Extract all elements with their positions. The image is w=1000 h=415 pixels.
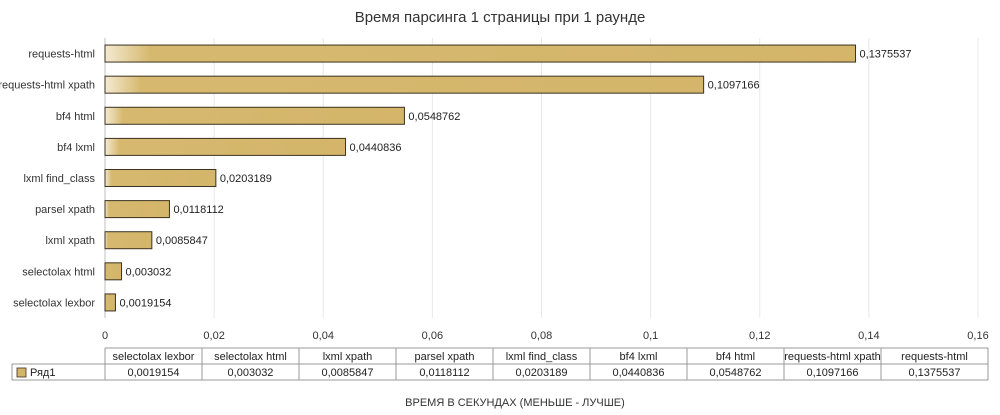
bar (104, 231, 153, 250)
table-header-cell: bf4 lxml (620, 351, 658, 363)
table-header-cell: selectolax lexbor (113, 351, 195, 363)
x-tick-label: 0,14 (858, 330, 879, 342)
bars (104, 44, 857, 312)
table-header-cell: lxml xpath (323, 351, 373, 363)
legend-label: Ряд1 (30, 367, 55, 379)
category-label: lxml xpath (45, 235, 95, 247)
data-label: 0,0203189 (220, 173, 272, 185)
table-value-cell: 0,0118112 (419, 367, 469, 379)
table-header-cell: requests-html xpath (784, 351, 881, 363)
table-header-cell: selectolax html (214, 351, 287, 363)
table-value-cell: 0,003032 (228, 367, 274, 379)
x-tick-label: 0 (102, 330, 108, 342)
category-label: selectolax html (22, 266, 95, 278)
table-value-cell: 0,1375537 (909, 367, 961, 379)
x-tick-label: 0,02 (203, 330, 224, 342)
category-labels: selectolax lexbor selectolax html lxml xpa… (0, 49, 95, 310)
category-label: selectolax lexbor (13, 297, 95, 309)
data-label: 0,0548762 (408, 111, 460, 123)
table-value-cell: 0,0203189 (516, 367, 568, 379)
bar (104, 44, 857, 63)
legend-swatch (16, 367, 27, 378)
bar (104, 75, 705, 94)
table-value-cell: 0,1097166 (807, 367, 859, 379)
category-label: parsel xpath (35, 204, 95, 216)
table-header-cell: lxml find_class (506, 351, 578, 363)
x-tick-label: 0,1 (643, 330, 658, 342)
data-label: 0,1375537 (860, 49, 912, 61)
data-label: 0,0118112 (173, 204, 223, 216)
table-header-cell: parsel xpath (415, 351, 475, 363)
bar (104, 137, 347, 156)
bar (104, 169, 217, 187)
data-label: 0,0085847 (156, 235, 208, 247)
x-tick-label: 0,12 (749, 330, 770, 342)
bar (104, 106, 405, 125)
data-label: 0,1097166 (708, 80, 760, 92)
category-label: bf4 lxml (57, 142, 95, 154)
category-label: lxml find_class (23, 173, 95, 185)
x-tick-label: 0,06 (422, 330, 443, 342)
x-axis-ticks: 0 0,02 0,04 0,06 0,08 0,1 0,12 0,14 0,16 (102, 330, 989, 342)
x-tick-label: 0,08 (531, 330, 552, 342)
data-table: selectolax lexbor 0,0019154 selectolax htm… (11, 347, 989, 381)
x-tick-label: 0,16 (967, 330, 988, 342)
category-label: requests-html xpath (0, 80, 95, 92)
category-label: bf4 html (56, 111, 95, 123)
data-label: 0,003032 (126, 266, 172, 278)
table-value-cell: 0,0085847 (322, 367, 374, 379)
table-header-cell: bf4 html (716, 351, 755, 363)
bar (104, 262, 123, 281)
bar (104, 200, 170, 219)
bar (104, 293, 116, 312)
category-label: requests-html (28, 49, 95, 61)
chart-title: Время парсинга 1 страницы при 1 раунде (355, 9, 646, 26)
table-value-cell: 0,0548762 (710, 367, 762, 379)
x-axis-title: ВРЕМЯ В СЕКУНДАХ (МЕНЬШЕ - ЛУЧШЕ) (405, 397, 625, 409)
table-value-cell: 0,0440836 (613, 367, 665, 379)
data-labels: 0,0019154 0,003032 0,0085847 0,0118112 0,020… (119, 49, 911, 310)
table-value-cell: 0,0019154 (128, 367, 180, 379)
data-label: 0,0019154 (119, 297, 171, 309)
x-tick-label: 0,04 (313, 330, 334, 342)
table-header-cell: requests-html (901, 351, 968, 363)
data-label: 0,0440836 (350, 142, 402, 154)
